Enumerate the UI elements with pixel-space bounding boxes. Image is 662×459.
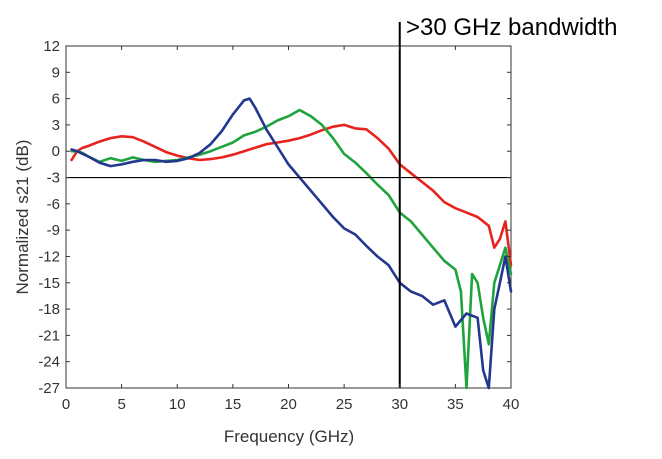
- reference-layer: [66, 22, 511, 388]
- x-axis-ticks: 0 5 10 15 20 25 30 35 40: [62, 46, 520, 413]
- series-line-3: [70, 97, 513, 390]
- y-tick-label: 9: [52, 64, 60, 81]
- y-tick-label: 0: [52, 143, 60, 160]
- series-line-2: [70, 108, 513, 390]
- y-tick-label: -24: [38, 354, 60, 371]
- series-line-1: [70, 123, 513, 267]
- x-tick-label: 0: [62, 396, 70, 413]
- y-tick-label: -6: [47, 196, 60, 213]
- y-tick-label: -27: [38, 380, 60, 397]
- series-layer: [70, 97, 513, 390]
- y-tick-label: 6: [52, 91, 60, 108]
- bandwidth-annotation: >30 GHz bandwidth: [406, 14, 617, 41]
- y-tick-label: -21: [38, 327, 60, 344]
- y-tick-label: -12: [38, 248, 60, 265]
- y-tick-label: -3: [47, 170, 60, 187]
- x-tick-label: 35: [447, 396, 464, 413]
- x-tick-label: 10: [169, 396, 186, 413]
- x-tick-label: 5: [117, 396, 125, 413]
- y-tick-label: -9: [47, 222, 60, 239]
- x-tick-label: 15: [225, 396, 242, 413]
- y-tick-label: 12: [43, 38, 60, 55]
- y-tick-label: -15: [38, 275, 60, 292]
- x-tick-label: 20: [280, 396, 297, 413]
- y-tick-label: -18: [38, 301, 60, 318]
- x-axis-label: Frequency (GHz): [224, 427, 354, 446]
- y-tick-label: 3: [52, 117, 60, 134]
- y-axis-ticks: 12 9 6 3 0 -3 -6 -9 -12 -15 -18 -21 -24 -27: [38, 38, 511, 397]
- y-axis-label: Normalized s21 (dB): [13, 140, 32, 295]
- x-tick-label: 40: [503, 396, 520, 413]
- x-tick-label: 25: [336, 396, 353, 413]
- x-tick-label: 30: [391, 396, 408, 413]
